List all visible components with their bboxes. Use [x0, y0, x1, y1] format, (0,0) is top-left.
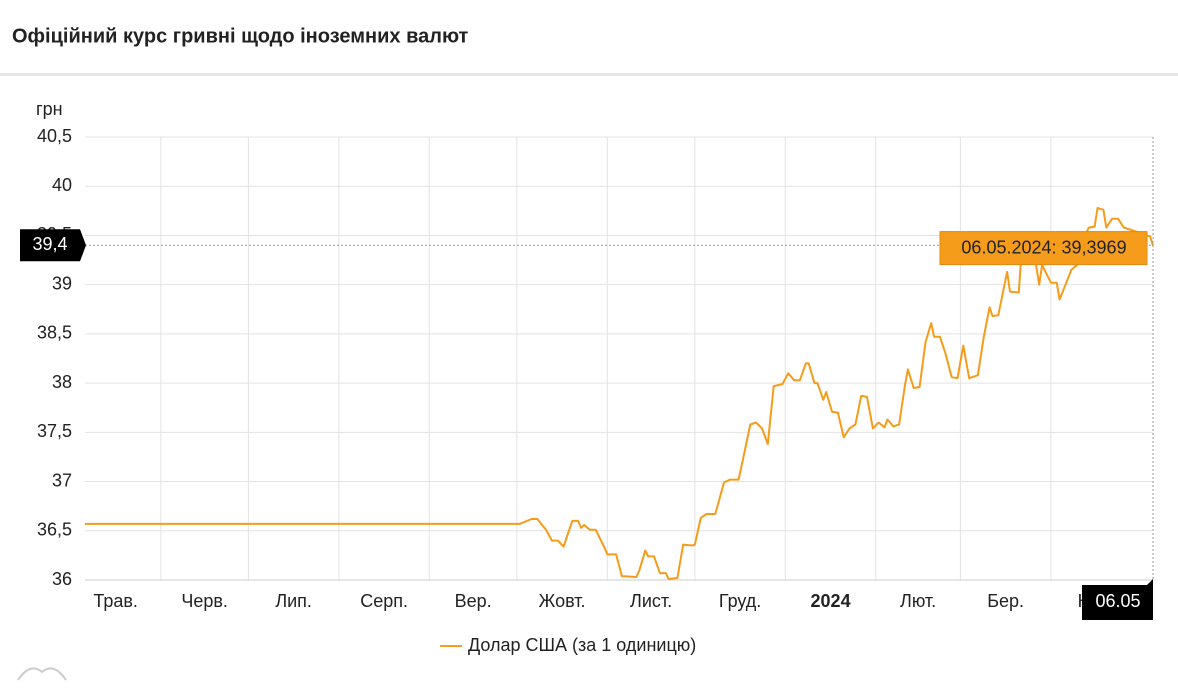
x-tick-label: Вер. — [455, 591, 492, 611]
crosshair-y-label: 39,4 — [32, 234, 67, 254]
y-tick-label: 38 — [52, 372, 72, 392]
legend-label: Долар США (за 1 одиницю) — [468, 635, 696, 655]
y-tick-label: 38,5 — [37, 323, 72, 343]
header-divider — [0, 73, 1178, 76]
y-tick-label: 39 — [52, 273, 72, 293]
x-tick-label: Лют. — [900, 591, 936, 611]
y-axis-label: грн — [36, 99, 63, 119]
x-tick-label: Груд. — [719, 591, 761, 611]
x-tick-label: 2024 — [811, 591, 851, 611]
tooltip-text: 06.05.2024: 39,3969 — [961, 237, 1126, 257]
x-tick-label: Лист. — [630, 591, 672, 611]
y-tick-label: 37,5 — [37, 421, 72, 441]
crosshair-y-label-box — [20, 229, 86, 262]
y-tick-label: 40,5 — [37, 126, 72, 146]
y-tick-label: 40 — [52, 175, 72, 195]
y-tick-label: 37 — [52, 470, 72, 490]
page-title: Офіційний курс гривні щодо іноземних вал… — [12, 25, 469, 47]
x-tick-label: Бер. — [987, 591, 1024, 611]
logo — [17, 667, 67, 681]
x-tick-label: Черв. — [181, 591, 228, 611]
tooltip-box — [939, 231, 1148, 266]
x-tick-label: Трав. — [93, 591, 138, 611]
y-tick-label: 36,5 — [37, 520, 72, 540]
x-tick-label: Жовт. — [539, 591, 586, 611]
y-tick-label: 36 — [52, 569, 72, 589]
x-tick-label: Лип. — [275, 591, 312, 611]
crosshair-x-label: 06.05 — [1095, 591, 1140, 611]
crosshair-x-label-box — [1082, 585, 1153, 620]
x-tick-label: Серп. — [360, 591, 408, 611]
crosshair-x-label-tip — [1147, 579, 1153, 585]
